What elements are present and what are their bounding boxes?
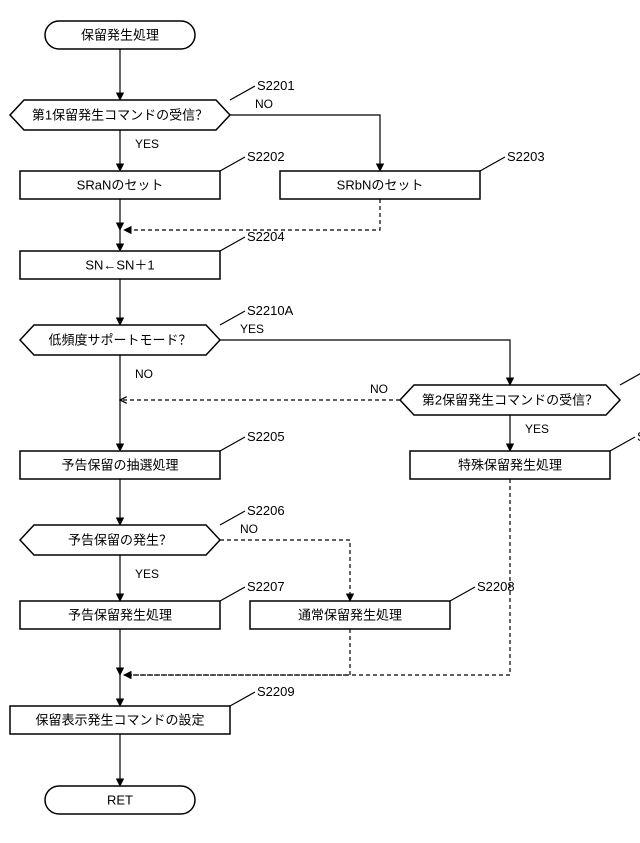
node-s2202: SRaNのセット — [77, 177, 164, 192]
node-s2209: 保留表示発生コマンドの設定 — [35, 712, 204, 727]
node-start: 保留発生処理 — [81, 27, 159, 42]
node-s2207: 予告保留発生処理 — [68, 607, 172, 622]
flowchart-canvas: YES NO YES NO NO YES YES NO 保留発生処理第1保留発生コマンドの受信… — [0, 0, 640, 843]
tag-s2204: S2204 — [247, 229, 285, 244]
node-s2201: 第1保留発生コマンドの受信？ — [32, 107, 208, 122]
tag-s2203: S2203 — [507, 149, 545, 164]
node-s2210a: 低頻度サポートモード？ — [48, 332, 191, 347]
node-s2211a: 第2保留発生コマンドの受信？ — [422, 392, 598, 407]
edge-label: NO — [135, 367, 153, 381]
node-s2203: SRbNのセット — [337, 177, 424, 192]
node-s2208: 通常保留発生処理 — [298, 607, 402, 622]
edge-label: YES — [240, 322, 264, 336]
node-ret: RET — [107, 792, 133, 807]
tag-s2206: S2206 — [247, 503, 285, 518]
node-s2204: SN←SN＋1 — [85, 257, 154, 272]
tag-s2207: S2207 — [247, 579, 285, 594]
tag-s2202: S2202 — [247, 149, 285, 164]
edge-label: YES — [135, 567, 159, 581]
edge-label: NO — [370, 382, 388, 396]
tag-s2201: S2201 — [257, 78, 295, 93]
node-s2205: 予告保留の抽選処理 — [61, 457, 178, 472]
edge-label: NO — [240, 522, 258, 536]
edge-label: YES — [525, 422, 549, 436]
tag-s2208: S2208 — [477, 579, 515, 594]
tag-s2205: S2205 — [247, 429, 285, 444]
node-s2212a: 特殊保留発生処理 — [458, 457, 562, 472]
tag-s2210a: S2210A — [247, 303, 294, 318]
edge-label: YES — [135, 137, 159, 151]
node-s2206: 予告保留の発生？ — [68, 532, 172, 547]
tag-s2209: S2209 — [257, 684, 295, 699]
edge-label: NO — [255, 97, 273, 111]
